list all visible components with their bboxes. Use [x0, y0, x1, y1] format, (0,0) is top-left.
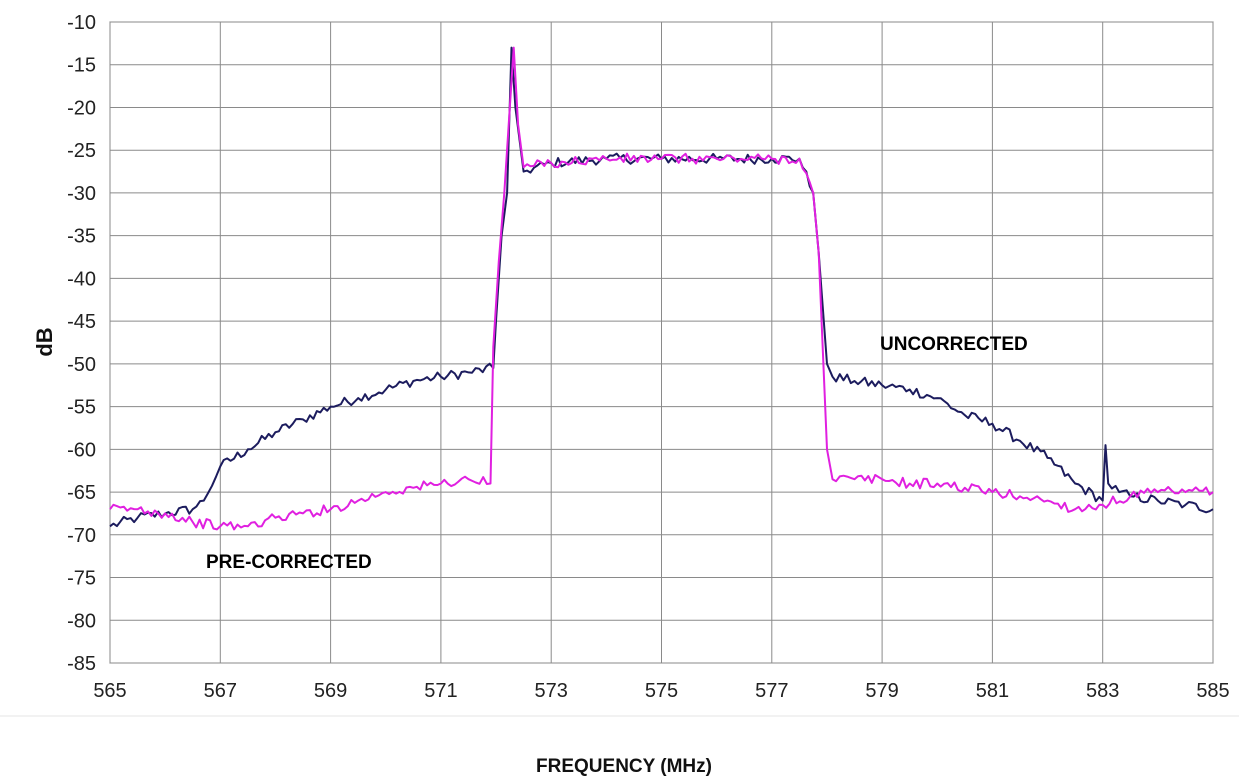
x-tick-label: 581 [976, 680, 1009, 702]
y-tick-label: -75 [67, 568, 96, 590]
y-tick-label: -20 [67, 97, 96, 119]
y-tick-label: -15 [67, 55, 96, 77]
y-tick-label: -80 [67, 610, 96, 632]
x-tick-label: 569 [314, 680, 347, 702]
grid [109, 21, 1214, 664]
y-tick-label: -55 [67, 397, 96, 419]
series-line-pre-corrected [109, 46, 1214, 531]
y-tick-label: -40 [67, 268, 96, 290]
y-tick-label: -30 [67, 183, 96, 205]
annotation-pre-corrected: PRE-CORRECTED [206, 552, 372, 573]
y-axis-title: dB [32, 327, 57, 356]
y-axis-ticks: -10 -15 -20 -25 -30 -35 -40 -45 -50 -55 -60 -65 -70 -… [67, 12, 96, 675]
x-tick-label: 575 [645, 680, 678, 702]
y-tick-label: -65 [67, 482, 96, 504]
annotation-uncorrected: UNCORRECTED [880, 334, 1028, 355]
y-tick-label: -10 [67, 12, 96, 34]
y-tick-label: -60 [67, 439, 96, 461]
x-axis-ticks: 565 567 569 571 573 575 577 579 581 583 585 [93, 680, 1229, 702]
y-tick-label: -25 [67, 140, 96, 162]
y-tick-label: -50 [67, 354, 96, 376]
x-tick-label: 565 [93, 680, 126, 702]
series-group [109, 46, 1214, 531]
x-tick-label: 579 [865, 680, 898, 702]
x-tick-label: 583 [1086, 680, 1119, 702]
x-tick-label: 567 [204, 680, 237, 702]
y-tick-label: -45 [67, 311, 96, 333]
x-tick-label: 585 [1196, 680, 1229, 702]
x-tick-label: 571 [424, 680, 457, 702]
x-axis-title: FREQUENCY (MHz) [536, 756, 712, 776]
y-tick-label: -35 [67, 226, 96, 248]
y-tick-label: -70 [67, 525, 96, 547]
x-tick-label: 577 [755, 680, 788, 702]
y-tick-label: -85 [67, 653, 96, 675]
x-tick-label: 573 [535, 680, 568, 702]
